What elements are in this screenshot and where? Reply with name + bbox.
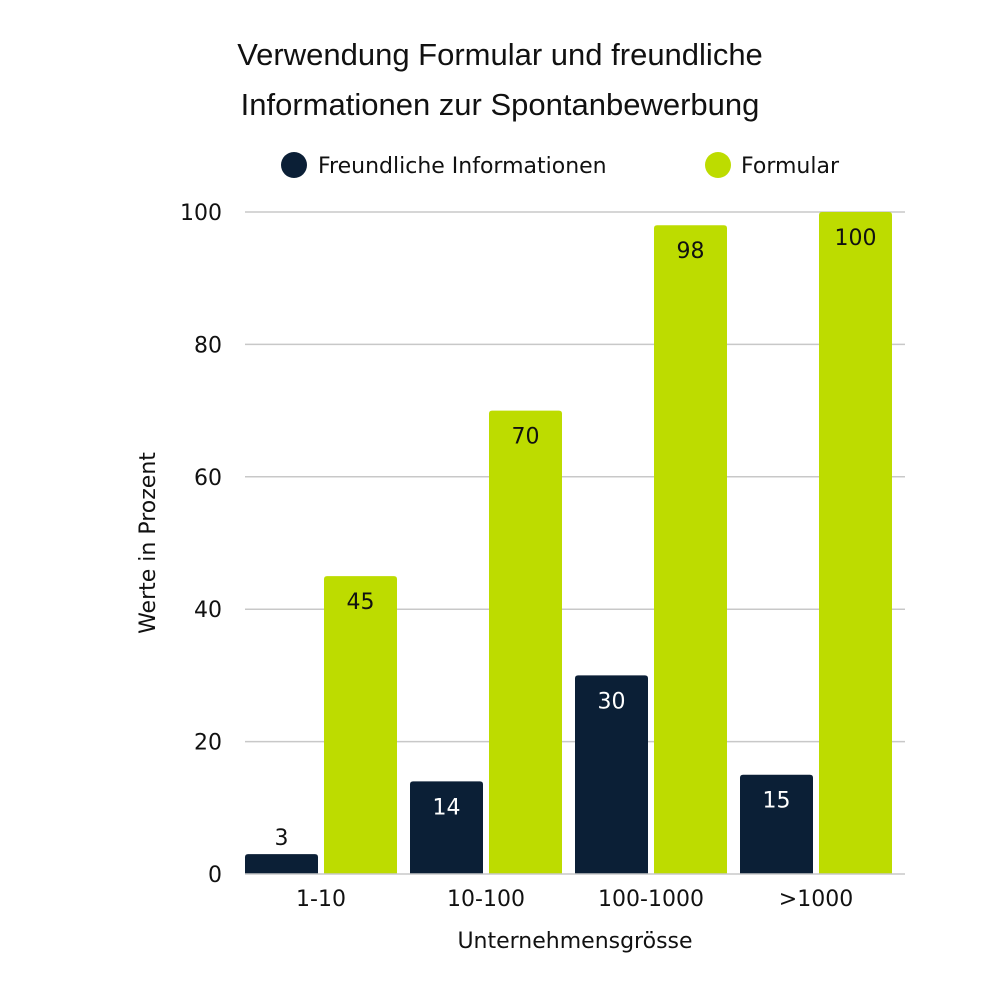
data-label: 100	[835, 226, 877, 251]
chart-title-line-2: Informationen zur Spontanbewerbung	[240, 87, 760, 122]
legend-swatch	[281, 152, 307, 178]
data-label: 45	[347, 590, 375, 615]
y-tick-label: 40	[194, 598, 222, 623]
bar	[575, 675, 648, 874]
bar	[740, 774, 813, 874]
y-tick-label: 0	[208, 863, 222, 888]
bar	[410, 781, 483, 874]
legend-label: Freundliche Informationen	[318, 154, 607, 179]
x-tick-label: >1000	[779, 887, 853, 912]
data-label: 14	[433, 795, 461, 820]
x-tick-label: 100-1000	[598, 887, 704, 912]
bar	[819, 212, 892, 874]
y-tick-label: 20	[194, 731, 222, 756]
bar	[489, 410, 562, 874]
bar	[324, 576, 397, 874]
data-label: 30	[598, 689, 626, 714]
data-label: 3	[275, 826, 289, 851]
legend-label: Formular	[741, 154, 840, 179]
y-tick-label: 100	[180, 201, 222, 226]
y-axis-title: Werte in Prozent	[136, 452, 161, 634]
data-label: 70	[512, 425, 540, 450]
x-axis-title: Unternehmensgrösse	[457, 929, 692, 954]
chart-title-line-1: Verwendung Formular und freundliche	[237, 37, 763, 72]
data-label: 98	[677, 239, 705, 264]
data-label: 15	[763, 789, 791, 814]
chart-title: Verwendung Formular und freundliche Info…	[0, 30, 1000, 130]
bar	[245, 854, 318, 874]
y-tick-label: 60	[194, 466, 222, 491]
y-tick-label: 80	[194, 333, 222, 358]
legend-swatch	[705, 152, 731, 178]
x-tick-label: 1-10	[296, 887, 346, 912]
bar	[654, 225, 727, 875]
x-tick-label: 10-100	[447, 887, 525, 912]
